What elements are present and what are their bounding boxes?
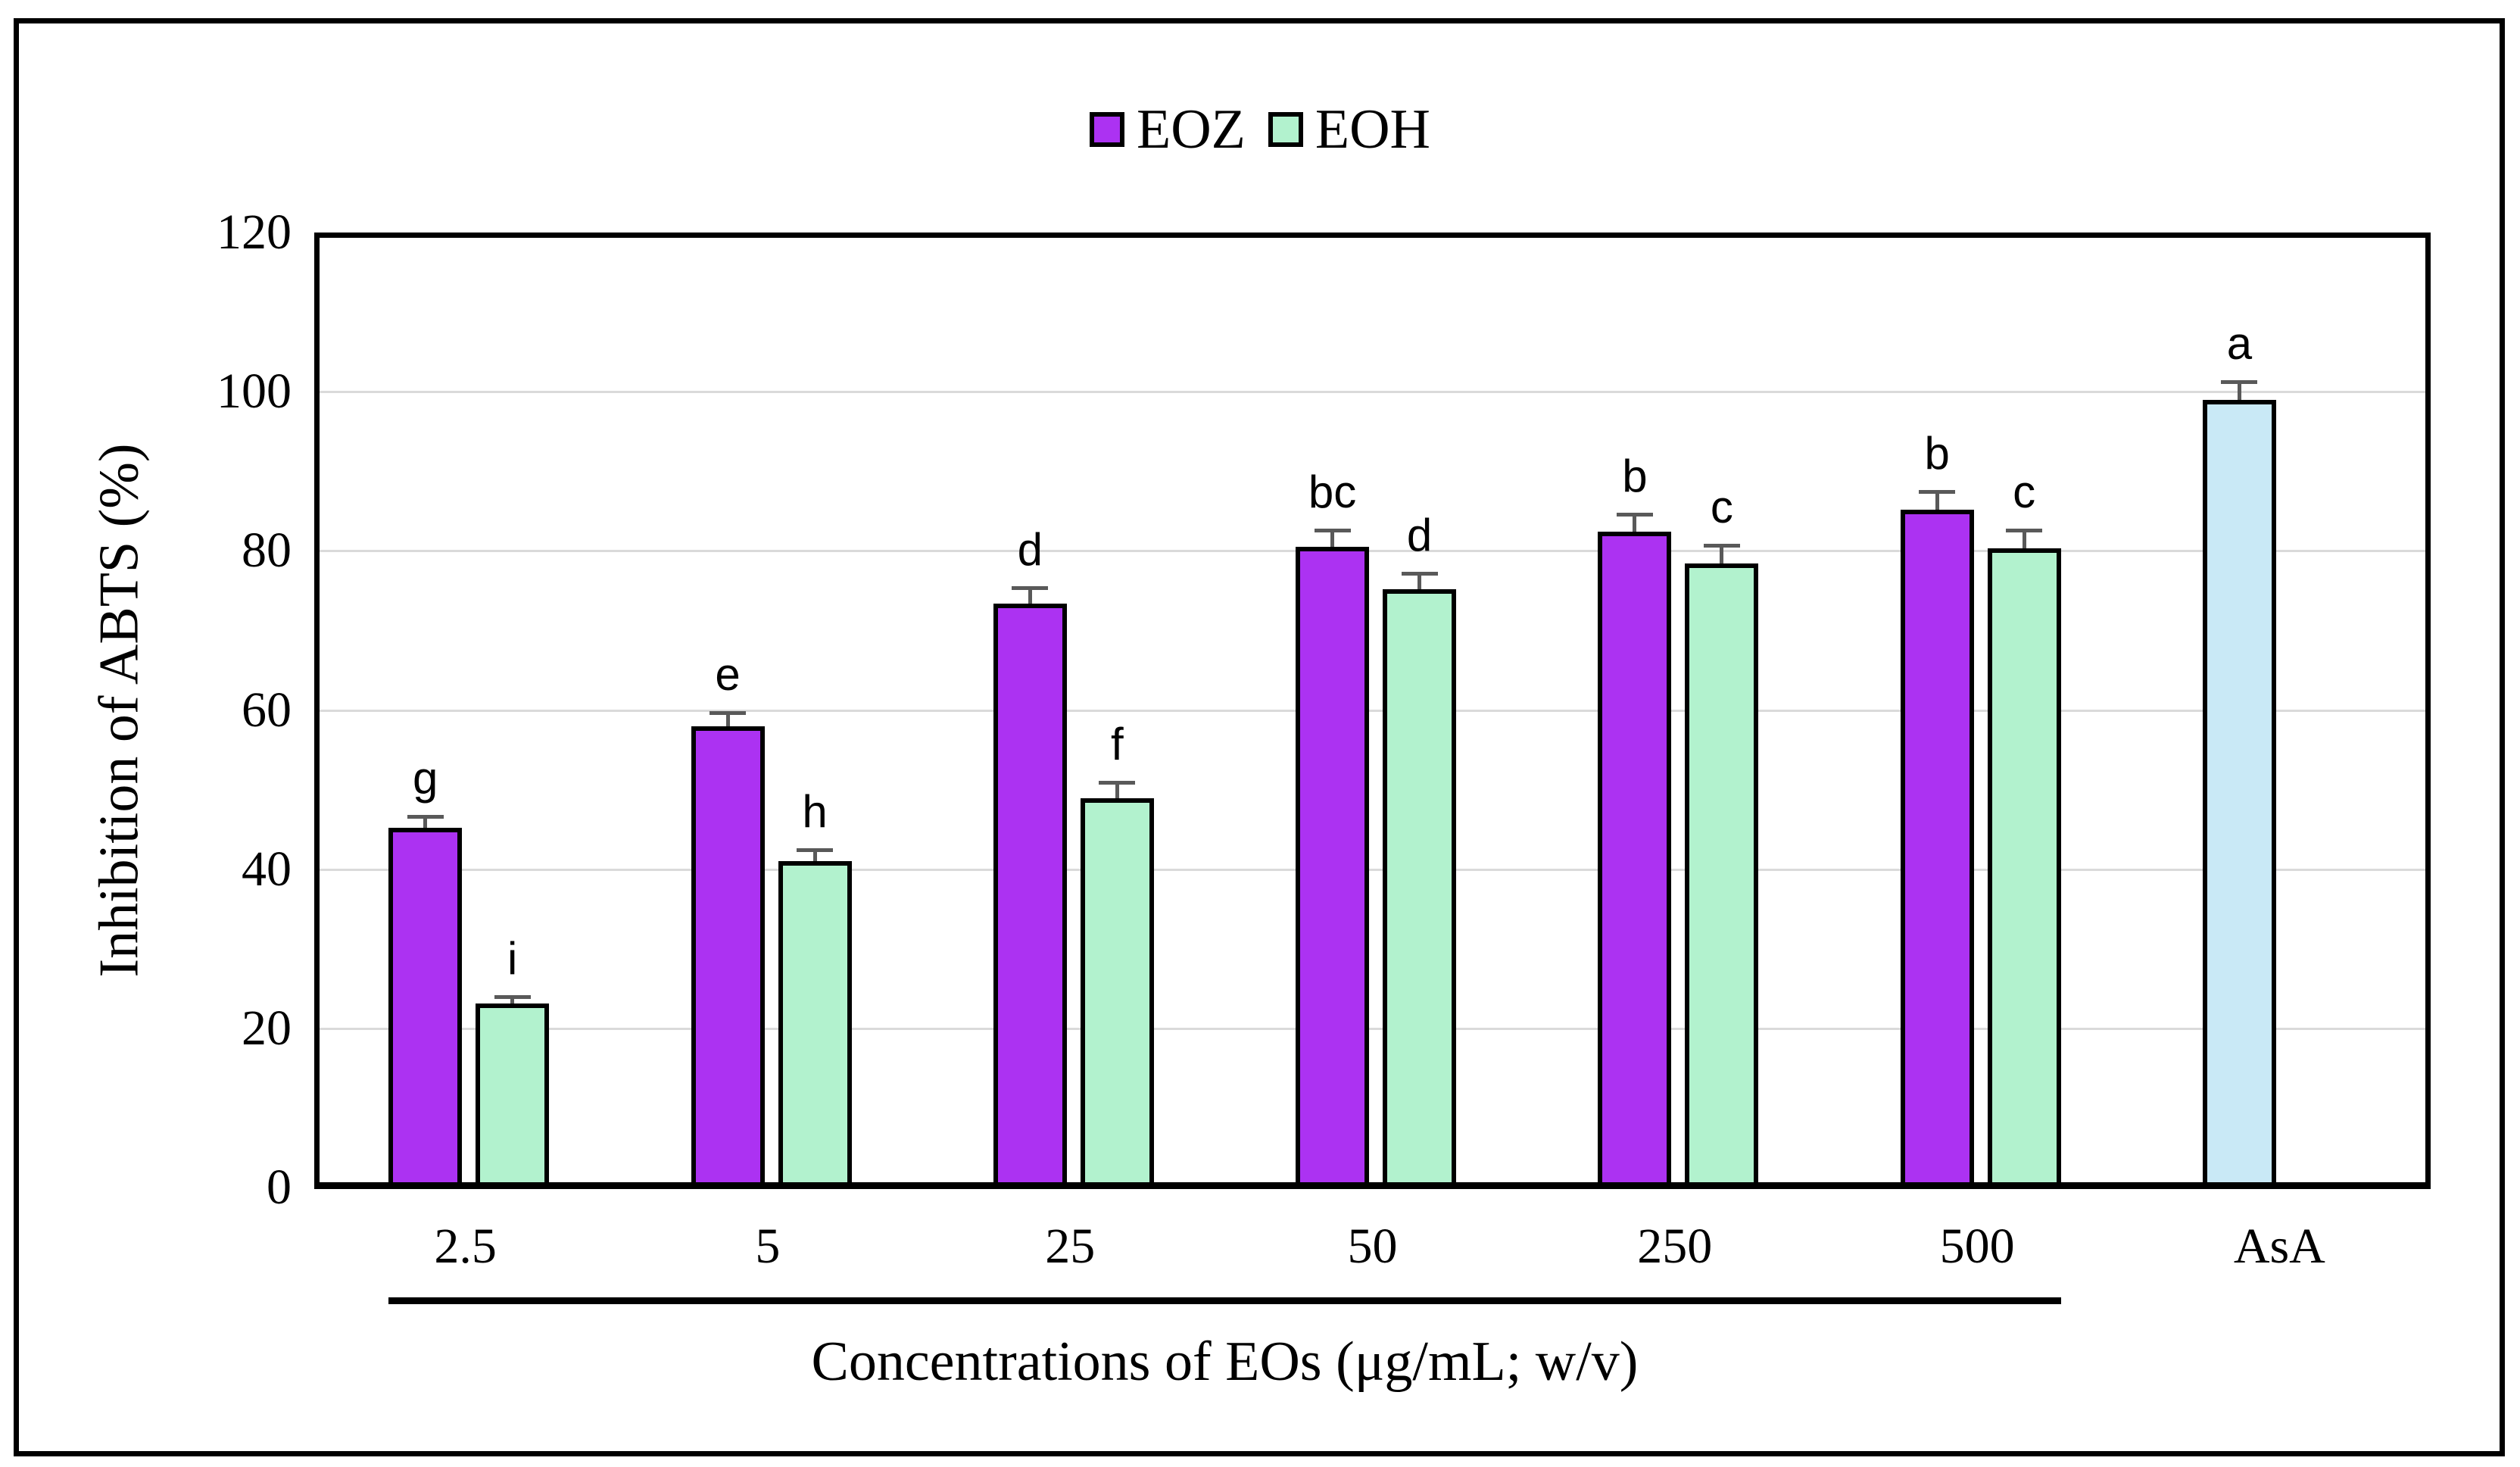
sig-letter-eoh-500: c [2013, 467, 2036, 517]
bar-eoh-500 [1987, 548, 2061, 1188]
error-bar-cap-eoh-2.5 [494, 994, 531, 999]
y-tick-label-20: 20 [242, 1000, 292, 1056]
error-bar-stem-eoh-25 [1115, 782, 1119, 799]
bar-eoz-50 [1296, 547, 1370, 1188]
error-bar-stem-eoh-250 [1720, 545, 1724, 564]
gridline-60 [320, 709, 2425, 712]
error-bar-stem-eoh-50 [1418, 573, 1422, 589]
sig-letter-eoz-500: b [1924, 427, 1950, 479]
category-group-underline [388, 1297, 2061, 1304]
error-bar-cap-eoz-500 [1919, 489, 1956, 494]
x-tick-label-50: 50 [1347, 1219, 1398, 1274]
error-bar-cap-eoz-5 [710, 710, 747, 715]
legend-swatch-eoh [1268, 112, 1303, 147]
legend-item-eoz: EOZ [1090, 101, 1246, 158]
error-bar-cap-eoz-2.5 [407, 815, 444, 819]
bar-eoh-5 [778, 861, 852, 1188]
error-bar-stem-eoh-2.5 [510, 996, 515, 1004]
x-axis-line [314, 1182, 2431, 1189]
sig-letter-eoz-5: e [715, 648, 741, 700]
sig-letter-eoh-5: h [802, 786, 828, 838]
bar-asa-AsA [2202, 399, 2276, 1188]
sig-letter-eoh-25: f [1110, 719, 1124, 770]
x-tick-label-5: 5 [755, 1219, 781, 1274]
bar-eoz-250 [1598, 532, 1672, 1188]
error-bar-cap-eoz-50 [1314, 529, 1351, 532]
error-bar-cap-eoz-25 [1012, 585, 1049, 590]
sig-letter-eoz-50: bc [1308, 467, 1357, 517]
error-bar-stem-eoh-500 [2022, 530, 2026, 549]
gridline-80 [320, 550, 2425, 553]
sig-letter-eoh-250: c [1710, 481, 1733, 532]
x-tick-label-2.5: 2.5 [434, 1219, 497, 1274]
y-tick-label-120: 120 [217, 204, 292, 260]
bar-eoh-250 [1685, 563, 1759, 1188]
error-bar-stem-eoz-5 [725, 712, 730, 726]
x-tick-label-AsA: AsA [2233, 1219, 2325, 1274]
error-bar-cap-eoh-5 [797, 848, 834, 853]
error-bar-stem-eoz-25 [1028, 587, 1032, 604]
bar-eoh-50 [1383, 588, 1457, 1188]
y-tick-label-60: 60 [242, 682, 292, 738]
bar-eoh-2.5 [476, 1003, 550, 1188]
error-bar-cap-eoh-25 [1099, 781, 1136, 785]
gridline-40 [320, 868, 2425, 871]
sig-letter-eoh-50: d [1406, 509, 1433, 560]
error-bar-cap-eoh-50 [1401, 571, 1438, 576]
y-tick-label-80: 80 [242, 523, 292, 579]
error-bar-stem-asa-AsA [2237, 381, 2241, 400]
legend-label-eoz: EOZ [1137, 98, 1246, 161]
bar-eoz-500 [1900, 509, 1974, 1188]
error-bar-cap-eoz-250 [1616, 512, 1653, 517]
legend-item-eoh: EOH [1268, 101, 1430, 158]
y-tick-label-0: 0 [267, 1160, 292, 1215]
x-tick-label-250: 250 [1637, 1219, 1713, 1274]
sig-letter-eoh-2.5: i [507, 932, 518, 984]
sig-letter-eoz-25: d [1017, 523, 1043, 575]
bar-eoz-2.5 [388, 828, 463, 1188]
x-tick-label-500: 500 [1939, 1219, 2015, 1274]
bar-eoz-5 [691, 726, 765, 1188]
error-bar-cap-eoh-500 [2006, 529, 2043, 532]
sig-letter-eoz-2.5: g [413, 753, 438, 804]
error-bar-stem-eoz-2.5 [423, 816, 428, 828]
y-tick-label-40: 40 [242, 841, 292, 897]
x-axis-title: Concentrations of EOs (μg/mL; w/v) [811, 1331, 1639, 1393]
legend: EOZ EOH [0, 101, 2520, 158]
error-bar-cap-asa-AsA [2221, 379, 2258, 384]
sig-letter-asa-AsA: a [2226, 317, 2253, 369]
legend-swatch-eoz [1090, 112, 1125, 147]
gridline-20 [320, 1027, 2425, 1030]
error-bar-stem-eoz-250 [1633, 513, 1637, 532]
error-bar-cap-eoh-250 [1703, 543, 1740, 548]
bar-eoz-25 [993, 603, 1067, 1188]
gridline-100 [320, 391, 2425, 394]
y-tick-label-100: 100 [217, 364, 292, 420]
bar-eoh-25 [1080, 798, 1154, 1188]
error-bar-stem-eoz-500 [1935, 491, 1939, 510]
error-bar-stem-eoz-50 [1330, 530, 1335, 548]
x-tick-label-25: 25 [1045, 1219, 1096, 1274]
error-bar-stem-eoh-5 [812, 850, 817, 862]
legend-label-eoh: EOH [1315, 98, 1430, 161]
sig-letter-eoz-250: b [1622, 450, 1648, 501]
